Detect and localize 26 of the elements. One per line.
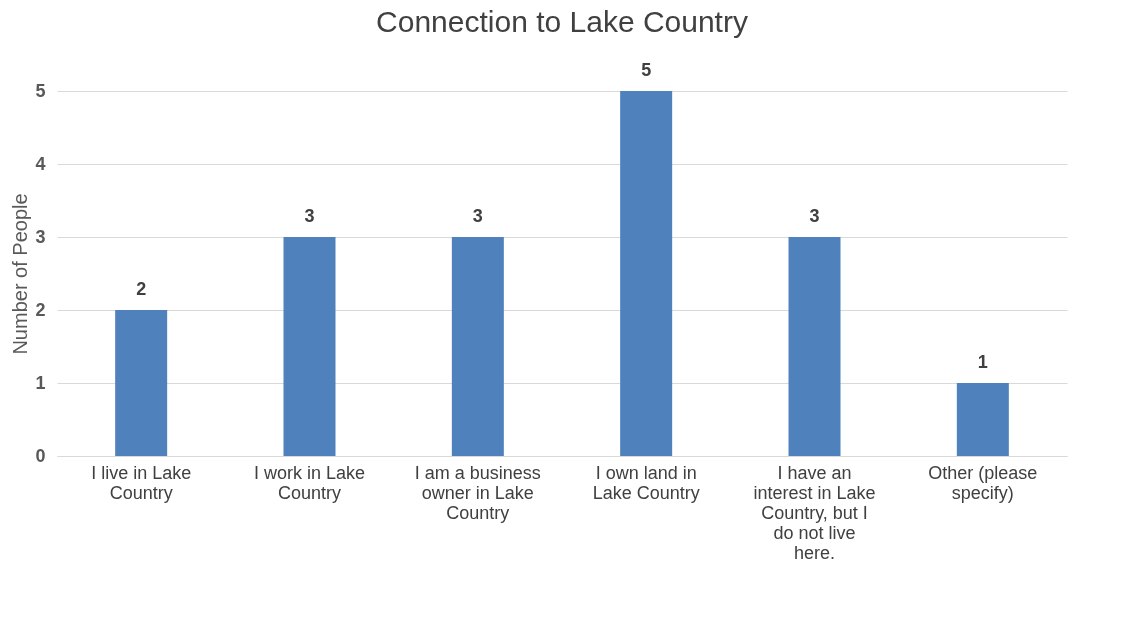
data-label: 5	[641, 60, 652, 80]
x-tick-label: I live in Lake Country	[91, 462, 192, 503]
bar	[788, 237, 841, 456]
data-label: 3	[809, 206, 820, 226]
bar	[451, 237, 504, 456]
y-tick-label: 0	[35, 445, 46, 466]
y-tick-label: 2	[35, 299, 46, 320]
x-tick-label: I have an interest in Lake Country, but I do not live here.	[753, 462, 876, 563]
y-axis-title: Number of People	[9, 193, 32, 355]
bar	[115, 310, 168, 456]
data-label: 3	[472, 206, 483, 226]
data-label: 2	[136, 279, 147, 299]
y-tick-label: 1	[35, 372, 46, 393]
y-tick-label: 5	[35, 80, 46, 101]
bar	[956, 383, 1009, 456]
y-tick-label: 4	[35, 153, 46, 174]
x-tick-label: I work in Lake Country	[253, 462, 366, 503]
chart-title: Connection to Lake Country	[376, 5, 748, 38]
data-label: 1	[977, 352, 988, 372]
bar	[283, 237, 336, 456]
bar	[620, 91, 673, 456]
x-tick-label: Other (please specify)	[928, 462, 1038, 503]
x-tick-label: I am a business owner in Lake Country	[414, 462, 541, 523]
y-tick-label: 3	[35, 226, 46, 247]
x-tick-label: I own land in Lake Country	[592, 462, 700, 503]
data-label: 3	[304, 206, 315, 226]
